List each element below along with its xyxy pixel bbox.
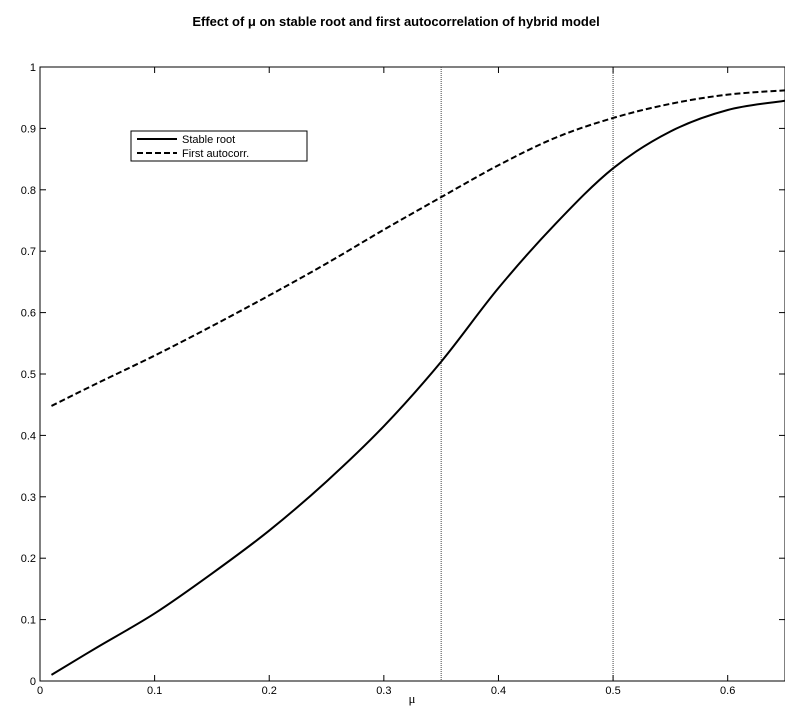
legend: Stable root First autocorr.: [130, 130, 308, 162]
x-tick-label-1: 0.1: [147, 685, 162, 697]
x-tick-label-5: 0.5: [605, 685, 620, 697]
x-axis-label: μ: [409, 691, 416, 706]
x-tick-label-2: 0.2: [262, 685, 277, 697]
x-tick-label-4: 0.4: [491, 685, 506, 697]
y-tick-label-5: 0.5: [21, 369, 36, 381]
series-layer: [50, 89, 785, 676]
series-line-stable-root: [50, 99, 785, 676]
chart-title: Effect of μ on stable root and first aut…: [192, 14, 599, 29]
y-tick-label-3: 0.3: [21, 492, 36, 504]
reference-lines: [440, 67, 614, 681]
y-tick-label-8: 0.8: [21, 185, 36, 197]
y-tick-label-7: 0.7: [21, 246, 36, 258]
y-tick-label-0: 0: [30, 676, 36, 688]
x-tick-label-6: 0.6: [720, 685, 735, 697]
y-tick-label-4: 0.4: [21, 430, 36, 442]
y-tick-label-6: 0.6: [21, 308, 36, 320]
y-tick-label-2: 0.2: [21, 553, 36, 565]
y-tick-label-9: 0.9: [21, 123, 36, 135]
y-axis-ticks: 0 0.1 0.2 0.3 0.4 0.5 0.6 0.7 0.8 0.9 1: [21, 62, 785, 688]
legend-label-stable-root: Stable root: [182, 134, 235, 146]
legend-label-first-autocorr: First autocorr.: [182, 148, 249, 160]
series-line-first-autocorr: [51, 89, 785, 407]
legend-box: [130, 130, 308, 162]
y-tick-label-1: 0.1: [21, 615, 36, 627]
x-tick-label-3: 0.3: [376, 685, 391, 697]
y-tick-label-10: 1: [30, 62, 36, 74]
x-tick-label-0: 0: [37, 685, 43, 697]
x-axis-ticks: 0 0.1 0.2 0.3 0.4 0.5 0.6: [37, 67, 735, 697]
